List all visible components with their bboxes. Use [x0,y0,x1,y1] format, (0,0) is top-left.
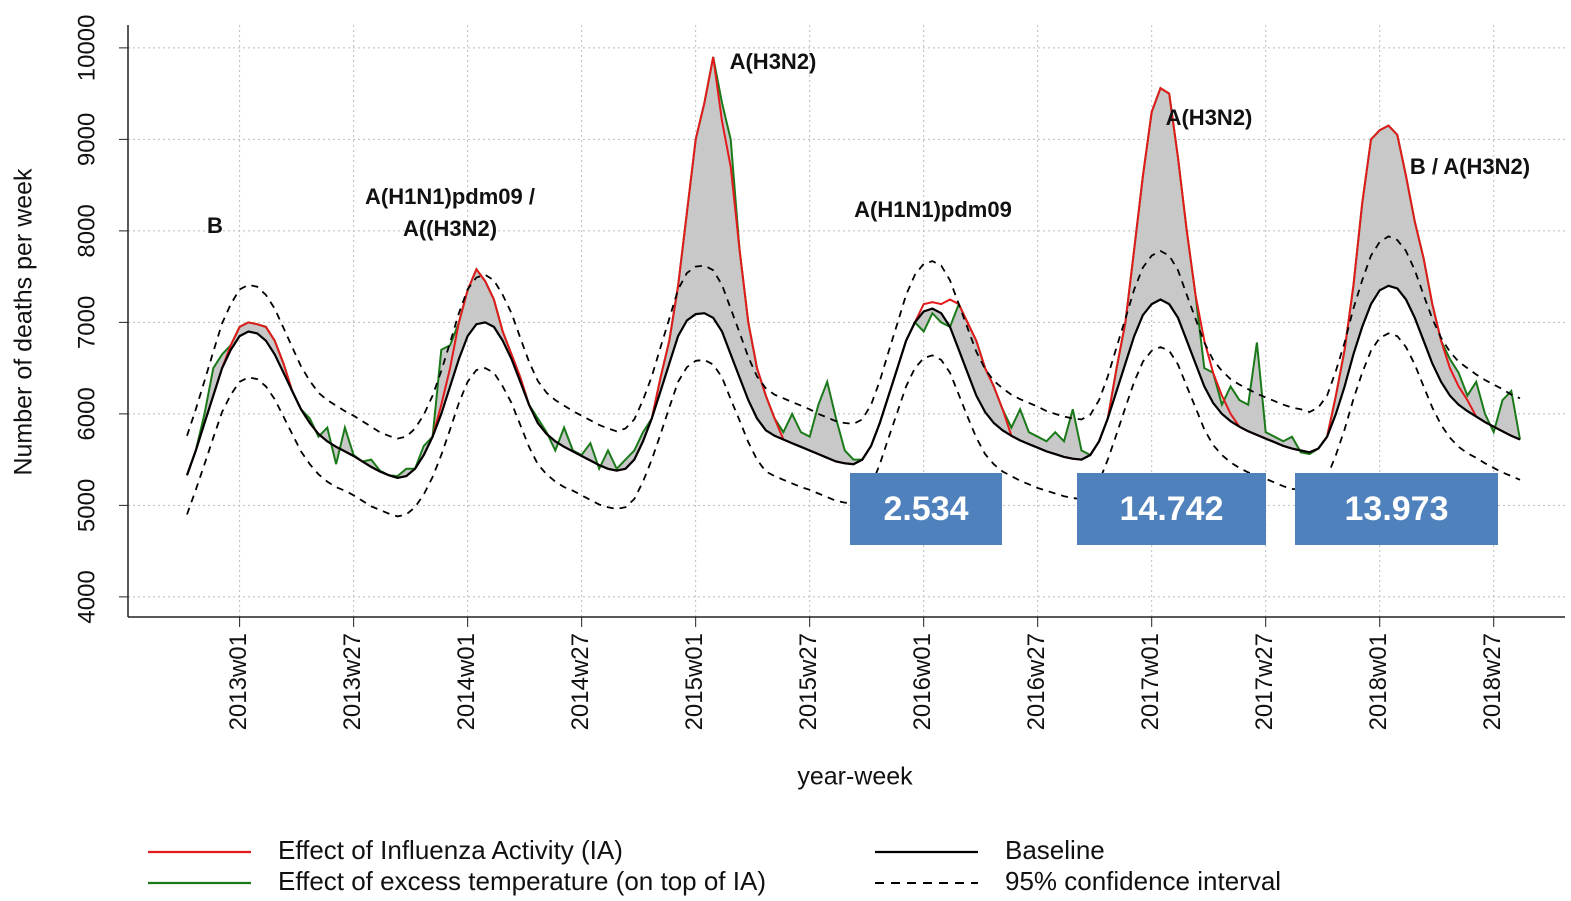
annotation: A(H1N1)pdm09 [854,197,1012,222]
annotation: A(H1N1)pdm09 / [365,184,535,209]
ci-line [186,235,1521,440]
x-tick-label: 2016w01 [909,633,936,730]
x-tick-label: 2015w27 [795,633,822,730]
y-tick-label: 9000 [73,113,100,166]
y-tick-label: 6000 [73,387,100,440]
x-tick-label: 2018w01 [1365,633,1392,730]
value-box-label: 13.973 [1345,490,1449,528]
y-tick-label: 10000 [73,14,100,81]
x-tick-label: 2015w01 [681,633,708,730]
y-tick-label: 8000 [73,204,100,257]
series-line [185,284,1521,480]
value-box [1077,473,1266,545]
y-tick-label: 7000 [73,296,100,349]
series-line [186,56,1521,479]
value-box [1295,473,1498,545]
x-tick-label: 2018w27 [1479,633,1506,730]
x-axis-label: year-week [797,763,913,791]
y-tick-label: 4000 [73,570,100,623]
legend-label: Baseline [1005,835,1105,865]
legend-label: Effect of excess temperature (on top of … [278,866,766,896]
excess-band [187,57,1520,478]
y-tick-label: 5000 [73,479,100,532]
annotation: A((H3N2) [403,216,497,241]
x-tick-label: 2016w27 [1023,633,1050,730]
x-tick-label: 2013w01 [225,633,252,730]
x-tick-label: 2014w27 [567,633,594,730]
value-box [850,473,1002,545]
legend-label: Effect of Influenza Activity (IA) [278,835,623,865]
annotation: A(H3N2) [730,49,817,74]
legend-label: 95% confidence interval [1005,866,1281,896]
annotation: A(H3N2) [1166,105,1253,130]
series-line [186,56,1521,478]
annotation: B / A(H3N2) [1410,154,1530,179]
x-tick-label: 2017w01 [1137,633,1164,730]
value-box-label: 14.742 [1120,490,1224,528]
value-box-label: 2.534 [883,490,968,528]
y-axis-label: Number of deaths per week [10,168,38,476]
annotation: B [207,213,223,238]
x-tick-label: 2013w27 [339,633,366,730]
x-tick-label: 2014w01 [453,633,480,730]
x-tick-label: 2017w27 [1251,633,1278,730]
